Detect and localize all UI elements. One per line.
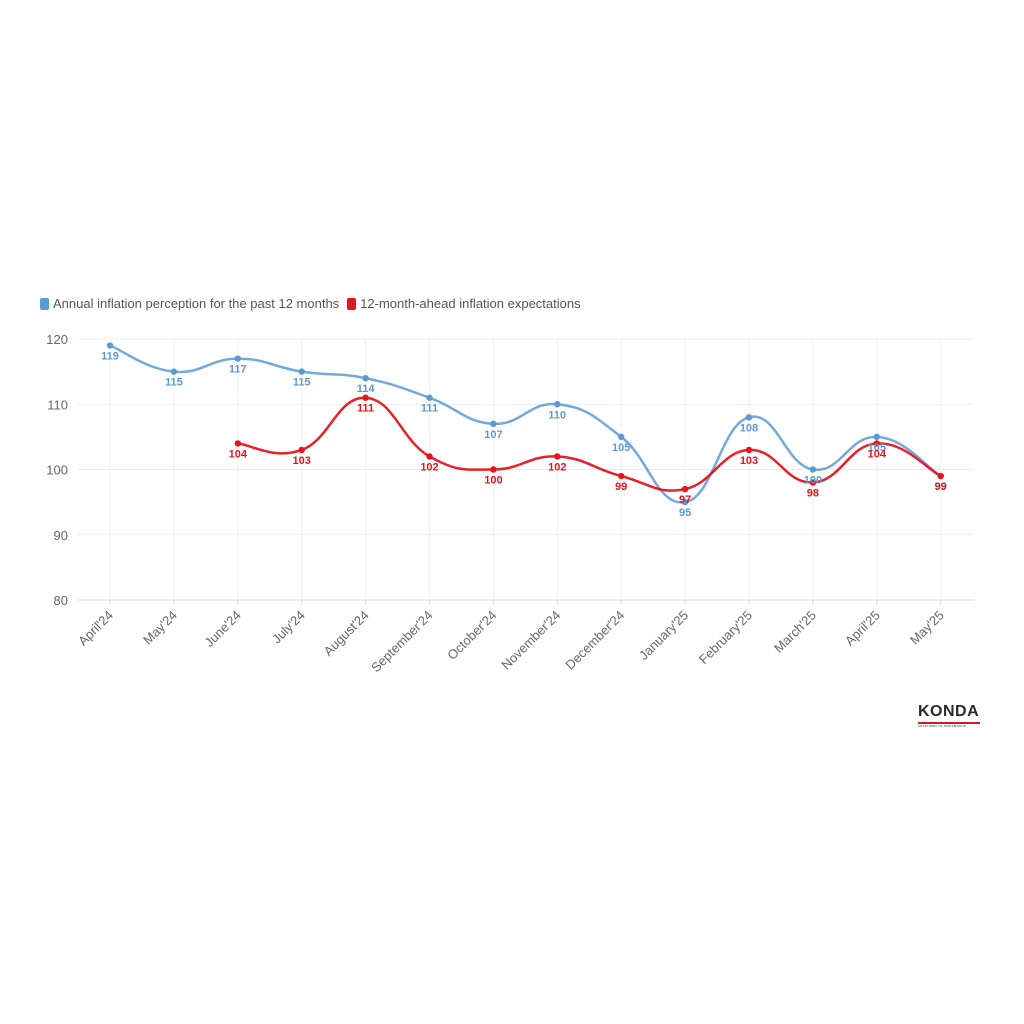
data-point-0 (426, 394, 433, 401)
data-point-1 (490, 466, 497, 473)
x-tick-label: November'24 (498, 608, 563, 673)
data-point-1 (298, 446, 305, 454)
x-tick-label: January'25 (636, 608, 691, 663)
x-tick-label: December'24 (562, 608, 627, 673)
y-axis: 80 90 100 110 120 (46, 332, 68, 608)
data-label-0: 117 (229, 364, 247, 376)
data-point-1 (426, 453, 433, 460)
logo-text: KONDA (918, 703, 980, 720)
x-tick-label: September'24 (368, 608, 436, 676)
x-tick-label: March'25 (771, 608, 819, 656)
legend-item-expectations[interactable]: 12-month-ahead inflation expectations (347, 296, 581, 311)
series-line-1 (237, 396, 942, 492)
data-point-1 (809, 479, 817, 486)
data-point-0 (873, 433, 880, 441)
logo-bar (918, 722, 980, 724)
x-tick-label: July'24 (269, 608, 308, 647)
data-label-0: 107 (484, 429, 502, 441)
data-label-1: 102 (548, 461, 566, 473)
data-label-0: 111 (421, 403, 438, 415)
y-tick-label: 90 (54, 528, 68, 543)
series-line-0 (109, 344, 942, 504)
y-tick-label: 100 (46, 463, 68, 478)
y-tick-label: 120 (46, 332, 68, 347)
data-point-1 (745, 446, 753, 454)
data-point-1 (618, 472, 625, 480)
data-point-1 (937, 472, 944, 480)
data-label-1: 104 (229, 448, 248, 460)
data-point-0 (298, 368, 305, 375)
data-label-1: 97 (679, 494, 691, 506)
x-tick-label: October'24 (444, 608, 499, 663)
legend-swatch-perception (40, 297, 49, 310)
data-label-0: 115 (165, 377, 183, 389)
legend-label-expectations: 12-month-ahead inflation expectations (360, 296, 581, 311)
data-point-1 (234, 440, 241, 447)
legend-swatch-expectations (347, 297, 357, 310)
data-point-0 (234, 355, 241, 362)
data-label-0: 115 (293, 377, 311, 389)
series-points (106, 342, 944, 506)
data-label-0: 119 (101, 351, 119, 363)
data-label-1: 99 (615, 481, 627, 493)
legend-label-perception: Annual inflation perception for the past… (53, 296, 340, 311)
data-point-1 (362, 394, 369, 401)
data-label-0: 105 (868, 442, 886, 454)
data-label-1: 104 (868, 448, 887, 460)
data-labels: 119 115 117 115 114 111 107 110 105 95 108 100 105 99… (101, 351, 947, 520)
data-label-0: 105 (612, 442, 630, 454)
data-label-1: 103 (293, 455, 311, 467)
data-label-1: 98 (807, 488, 819, 500)
grid (78, 338, 974, 605)
legend-item-perception[interactable]: Annual inflation perception for the past… (40, 296, 339, 311)
logo-subtitle: ARAŞTIRMA VE DANIŞMANLIK (918, 724, 967, 728)
x-tick-label: April'24 (75, 608, 116, 649)
data-label-0: 95 (679, 507, 691, 519)
data-point-1 (681, 485, 689, 493)
x-tick-label: April'25 (842, 608, 883, 649)
data-point-0 (681, 498, 689, 506)
x-tick-label: May'25 (907, 608, 947, 648)
konda-logo: KONDA ARAŞTIRMA VE DANIŞMANLIK (918, 703, 980, 728)
data-point-0 (809, 466, 817, 473)
data-label-0: 110 (548, 409, 566, 421)
data-point-0 (170, 368, 178, 375)
data-label-1: 111 (357, 403, 374, 415)
data-label-0: 114 (357, 383, 376, 395)
data-point-0 (362, 374, 369, 382)
data-label-0: 100 (804, 475, 822, 487)
data-label-0: 108 (740, 422, 758, 434)
legend: Annual inflation perception for the past… (40, 296, 581, 311)
data-point-0 (554, 401, 561, 408)
x-tick-label: May'24 (140, 608, 180, 648)
data-point-0 (618, 433, 625, 441)
data-label-1: 100 (484, 475, 502, 487)
y-tick-label: 110 (47, 397, 68, 412)
data-label-1: 99 (935, 481, 947, 493)
data-label-1: 102 (420, 461, 438, 473)
data-point-1 (873, 440, 880, 447)
series-lines (109, 344, 942, 504)
y-tick-label: 80 (54, 593, 68, 608)
x-tick-label: August'24 (321, 608, 372, 659)
data-label-0: 99 (935, 481, 947, 493)
data-point-1 (554, 453, 561, 460)
x-tick-label: June'24 (201, 608, 244, 651)
data-point-0 (745, 414, 753, 421)
x-tick-label: February'25 (696, 608, 755, 667)
data-point-0 (490, 420, 497, 428)
x-axis: April'24 May'24 June'24 July'24 August'24Sep… (75, 608, 947, 676)
data-label-1: 103 (740, 455, 758, 467)
data-point-0 (106, 342, 114, 349)
